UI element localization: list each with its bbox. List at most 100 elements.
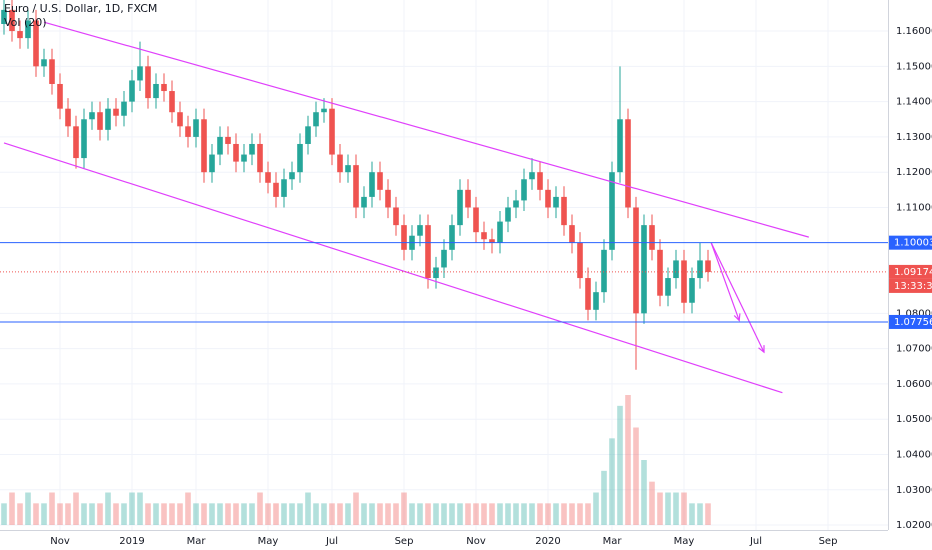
candle-body (489, 239, 495, 243)
candle-body (561, 196, 567, 226)
candle-body (353, 165, 359, 208)
price-tag (889, 314, 932, 329)
candle-body (209, 154, 215, 173)
y-tick-label: 1.13000 (896, 132, 932, 143)
candle-body (273, 182, 279, 197)
candle-body (569, 225, 575, 243)
candle-body (113, 108, 119, 116)
candle-body (601, 249, 607, 293)
volume-bar (593, 492, 599, 525)
y-tick-label: 1.08000 (896, 308, 932, 319)
volume-bar (25, 492, 31, 525)
candle-body (201, 119, 207, 173)
volume-bar (625, 395, 631, 525)
candle-body (17, 31, 23, 39)
volume-bar (513, 503, 519, 525)
volume-bar (249, 503, 255, 525)
candle-body (465, 189, 471, 208)
arrow-head (733, 313, 741, 322)
volume-bar (353, 492, 359, 525)
candle-body (633, 207, 639, 314)
volume-bar (649, 481, 655, 525)
volume-bar (569, 503, 575, 525)
volume-bar (313, 503, 319, 525)
candle-body (425, 225, 431, 279)
candle-body (225, 136, 231, 144)
candle-body (689, 278, 695, 303)
volume-bar (497, 503, 503, 525)
volume-bar (521, 503, 527, 525)
trend-line (3, 142, 783, 394)
candle-body (505, 207, 511, 222)
volume-bar (217, 503, 223, 525)
candle-body (337, 154, 343, 173)
candle-body (513, 200, 519, 208)
x-tick-label: Sep (395, 536, 414, 547)
volume-bar (9, 492, 15, 525)
volume-bar (121, 503, 127, 525)
volume-bar (337, 503, 343, 525)
candle-body (321, 108, 327, 113)
x-tick-label: Mar (187, 536, 207, 547)
volume-label: Vol (20) (4, 16, 47, 29)
candle-body (25, 20, 31, 39)
volume-bar (577, 503, 583, 525)
volume-bar (345, 503, 351, 525)
y-tick-label: 1.04000 (896, 449, 932, 460)
volume-bar (73, 492, 79, 525)
volume-bar (449, 503, 455, 525)
volume-bar (129, 492, 135, 525)
candle-body (65, 108, 71, 127)
countdown-label: 13:33:32 (894, 281, 932, 292)
candle-body (161, 83, 167, 92)
y-tick-label: 1.07000 (896, 344, 932, 355)
volume-bar (89, 503, 95, 525)
x-tick-label: 2020 (535, 536, 560, 547)
volume-bar (673, 492, 679, 525)
candle-body (145, 66, 151, 99)
volume-bar (681, 492, 687, 525)
volume-bar (281, 503, 287, 525)
volume-bar (409, 503, 415, 525)
candle-body (73, 126, 79, 159)
candle-body (329, 108, 335, 155)
candle-body (393, 207, 399, 226)
candle-body (305, 126, 311, 144)
candle-body (313, 112, 319, 127)
candle-body (265, 172, 271, 183)
x-tick-label: Sep (819, 536, 838, 547)
candle-body (377, 172, 383, 190)
x-tick-label: Jul (325, 536, 338, 547)
candle-body (457, 189, 463, 226)
volume-bar (369, 503, 375, 525)
volume-bar (105, 492, 111, 525)
volume-bar (305, 492, 311, 525)
candle-body (609, 172, 615, 250)
volume-bar (209, 503, 215, 525)
candle-body (649, 225, 655, 250)
candle-body (441, 249, 447, 268)
volume-bar (481, 503, 487, 525)
trend-line (43, 21, 809, 238)
volume-bar (161, 503, 167, 525)
volume-bar (113, 503, 119, 525)
volume-bar (273, 503, 279, 525)
volume-bar (537, 503, 543, 525)
y-tick-label: 1.05000 (896, 414, 932, 425)
volume-bar (65, 503, 71, 525)
x-tick-label: Jul (749, 536, 762, 547)
volume-bar (473, 503, 479, 525)
candle-body (345, 165, 351, 173)
candle-body (217, 136, 223, 155)
candle-body (129, 80, 135, 102)
price-tag-label: 1.07756 (894, 317, 932, 328)
volume-bar (601, 470, 607, 525)
volume-bar (465, 503, 471, 525)
volume-bar (257, 492, 263, 525)
candle-body (577, 242, 583, 279)
chart-title: Euro / U.S. Dollar, 1D, FXCM (4, 2, 157, 15)
volume-bar (201, 503, 207, 525)
candle-body (625, 119, 631, 208)
volume-bar (385, 503, 391, 525)
candle-body (529, 172, 535, 180)
